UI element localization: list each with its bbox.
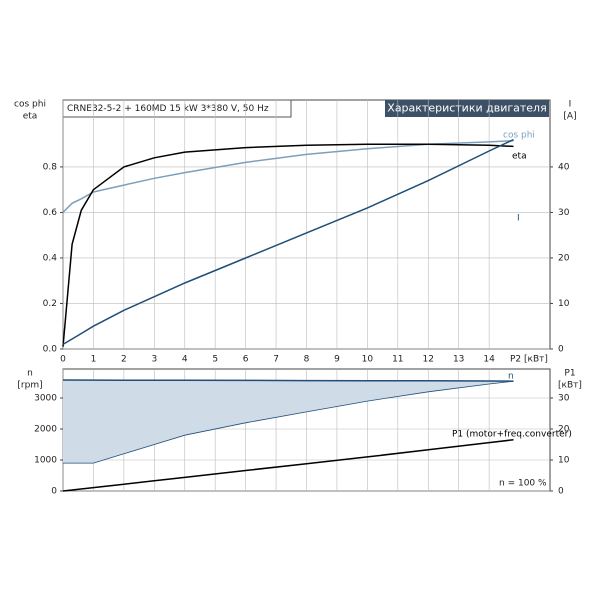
y2-tick-label: 20 xyxy=(558,424,570,434)
y2-tick-label: 30 xyxy=(558,208,570,218)
series-label: I xyxy=(517,214,520,224)
band-area xyxy=(63,380,514,464)
y-tick-label: 0.8 xyxy=(43,162,58,172)
y2-axis-label: I xyxy=(569,100,572,110)
y-axis-label: [rpm] xyxy=(17,381,42,391)
x-tick-label: 13 xyxy=(453,355,464,365)
y2-tick-label: 10 xyxy=(558,455,570,465)
title-box xyxy=(385,100,549,117)
band-lower-line xyxy=(63,380,514,464)
series-label: n xyxy=(508,372,514,382)
x-tick-label: 7 xyxy=(273,355,279,365)
y-axis-label: eta xyxy=(23,112,38,122)
series-label: eta xyxy=(512,152,527,162)
x-tick-label: 6 xyxy=(243,355,249,365)
header: CRNE32-5-2 + 160MD 15 kW 3*380 V, 50 Hz xyxy=(67,104,269,114)
x-tick-label: 0 xyxy=(60,355,66,365)
x-tick-label: 8 xyxy=(304,355,310,365)
y2-tick-label: 30 xyxy=(558,393,570,403)
y2-tick-label: 0 xyxy=(558,487,564,497)
y2-tick-label: 40 xyxy=(558,162,570,172)
y-tick-label: 2000 xyxy=(34,424,57,434)
y2-axis-label: P1 xyxy=(564,369,575,379)
y-tick-label: 3000 xyxy=(34,393,57,403)
y-tick-label: 0.2 xyxy=(43,299,57,309)
y-tick-label: 0.4 xyxy=(43,253,58,263)
x-tick-label: 9 xyxy=(334,355,340,365)
y-axis-label: cos phi xyxy=(14,100,46,110)
x-tick-label: 12 xyxy=(423,355,434,365)
x-tick-label: 5 xyxy=(212,355,218,365)
series-label: P1 (motor+freq.converter) xyxy=(452,430,572,440)
y2-axis-label: [кВт] xyxy=(558,381,582,391)
series-line xyxy=(62,138,514,346)
series-label: cos phi xyxy=(503,131,535,141)
y-tick-label: 0 xyxy=(51,487,57,497)
y2-tick-label: 0 xyxy=(558,345,564,355)
y-tick-label: 1000 xyxy=(34,455,57,465)
x-tick-label: 2 xyxy=(121,355,127,365)
y2-axis-label: [A] xyxy=(563,112,576,122)
x-tick-label: 4 xyxy=(182,355,188,365)
x-axis-label: P2 [кВт] xyxy=(510,355,548,365)
y-tick-label: 0.0 xyxy=(43,345,58,355)
x-tick-label: 14 xyxy=(483,355,495,365)
y-axis-label: n xyxy=(27,369,33,379)
series-line xyxy=(62,439,514,492)
x-tick-label: 10 xyxy=(362,355,374,365)
annotation: n = 100 % xyxy=(499,479,547,489)
title: Характеристики двигателя xyxy=(387,102,546,115)
x-tick-label: 11 xyxy=(392,355,403,365)
series-line xyxy=(62,143,514,347)
y-tick-label: 0.6 xyxy=(43,208,58,218)
y2-tick-label: 10 xyxy=(558,299,570,309)
x-tick-label: 1 xyxy=(91,355,97,365)
y2-tick-label: 20 xyxy=(558,253,570,263)
x-tick-label: 3 xyxy=(151,355,157,365)
series-line xyxy=(62,379,514,382)
